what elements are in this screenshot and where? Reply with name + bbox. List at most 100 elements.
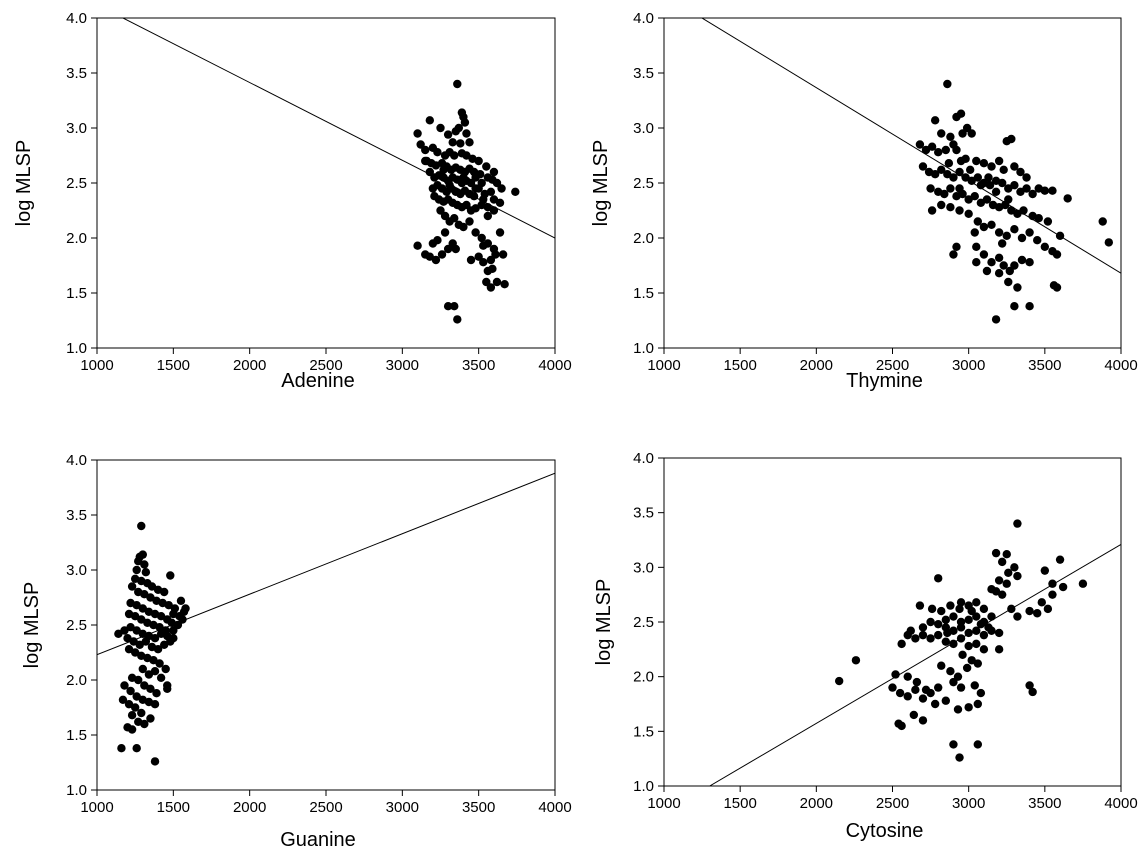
- plot-frame: [663, 457, 1122, 787]
- data-point: [964, 628, 973, 638]
- data-point: [425, 167, 435, 177]
- y-tick-label: 3.5: [66, 65, 87, 82]
- data-point: [1040, 242, 1050, 251]
- y-tick-label: 3.0: [633, 559, 654, 576]
- data-point: [1025, 606, 1034, 616]
- data-point: [1013, 571, 1022, 581]
- data-point: [973, 217, 983, 226]
- data-point: [1007, 604, 1016, 614]
- data-point: [155, 659, 164, 668]
- data-point: [934, 574, 943, 583]
- data-point: [962, 663, 972, 673]
- data-point: [999, 165, 1008, 174]
- data-point: [956, 598, 966, 607]
- data-point: [991, 315, 1001, 324]
- data-point: [958, 650, 967, 659]
- data-point: [937, 129, 946, 138]
- data-point: [413, 129, 422, 138]
- data-point: [946, 132, 955, 141]
- data-point: [421, 156, 430, 166]
- data-point: [965, 165, 975, 174]
- x-tick-label: 3000: [386, 799, 419, 816]
- data-point: [956, 683, 966, 692]
- data-point: [987, 612, 996, 621]
- data-point: [955, 184, 964, 193]
- data-point: [127, 582, 137, 591]
- data-point: [1010, 225, 1019, 234]
- data-point: [416, 140, 425, 149]
- y-tick-label: 3.5: [633, 65, 654, 82]
- x-tick-label: 4000: [1104, 357, 1137, 374]
- data-point: [994, 269, 1004, 278]
- data-point: [450, 302, 459, 311]
- data-point: [1040, 566, 1050, 575]
- data-point: [937, 606, 946, 616]
- data-point: [972, 639, 981, 649]
- data-point: [1007, 134, 1016, 144]
- data-point: [994, 576, 1004, 585]
- data-point: [436, 123, 445, 133]
- data-point: [918, 694, 928, 703]
- data-point: [433, 148, 442, 157]
- data-point: [1078, 579, 1088, 588]
- data-point: [911, 685, 920, 694]
- data-point: [1104, 238, 1114, 247]
- data-point: [1010, 181, 1019, 190]
- data-point: [495, 198, 505, 207]
- data-point: [459, 173, 468, 182]
- data-point: [964, 615, 973, 625]
- data-point: [159, 587, 169, 597]
- data-point: [967, 606, 976, 616]
- data-point: [972, 156, 981, 166]
- data-point: [949, 639, 958, 649]
- data-point: [1043, 217, 1053, 226]
- plot-frame: [96, 17, 556, 349]
- data-point: [465, 217, 474, 226]
- data-point: [146, 684, 155, 693]
- data-point: [934, 148, 943, 157]
- x-tick-label: 2500: [876, 357, 909, 374]
- data-point: [474, 252, 483, 261]
- y-tick-label: 2.0: [633, 669, 654, 686]
- data-point: [956, 623, 966, 632]
- x-tick-label: 1000: [647, 795, 680, 812]
- data-point: [941, 637, 951, 646]
- data-point: [952, 242, 961, 251]
- data-point: [1004, 277, 1013, 287]
- y-tick-label: 1.5: [633, 723, 654, 740]
- data-point: [451, 127, 460, 136]
- data-point: [973, 659, 983, 668]
- x-tick-label: 3000: [386, 357, 419, 374]
- data-point: [895, 688, 905, 698]
- data-point: [903, 672, 912, 681]
- data-point: [991, 548, 1001, 558]
- data-point: [987, 162, 996, 171]
- data-point: [421, 250, 430, 259]
- data-point: [937, 200, 946, 210]
- data-point: [973, 173, 983, 182]
- x-axis-label: Cytosine: [846, 820, 924, 842]
- data-point: [946, 203, 955, 212]
- y-tick-label: 1.0: [66, 782, 87, 799]
- data-point: [1019, 206, 1028, 215]
- data-point: [949, 740, 958, 749]
- data-point: [443, 244, 453, 254]
- data-point: [137, 521, 146, 531]
- data-point: [937, 661, 946, 670]
- data-point: [126, 686, 135, 696]
- data-point: [955, 167, 964, 177]
- data-point: [169, 626, 178, 635]
- data-point: [997, 178, 1007, 188]
- data-point: [132, 565, 141, 575]
- panel-adenine: 1000 1500 2000 2500 3000 3500 4000 1.0 1.5 2.0 2.5…: [13, 10, 572, 392]
- x-tick-label: 2500: [309, 357, 342, 374]
- data-point: [934, 683, 943, 692]
- y-tick-label: 1.0: [633, 340, 654, 357]
- data-point: [976, 181, 986, 190]
- data-point: [1016, 167, 1025, 177]
- data-point: [120, 681, 129, 690]
- data-point: [946, 667, 955, 676]
- y-tick-label: 1.5: [66, 285, 87, 302]
- data-point: [150, 667, 160, 676]
- data-point: [1048, 186, 1057, 195]
